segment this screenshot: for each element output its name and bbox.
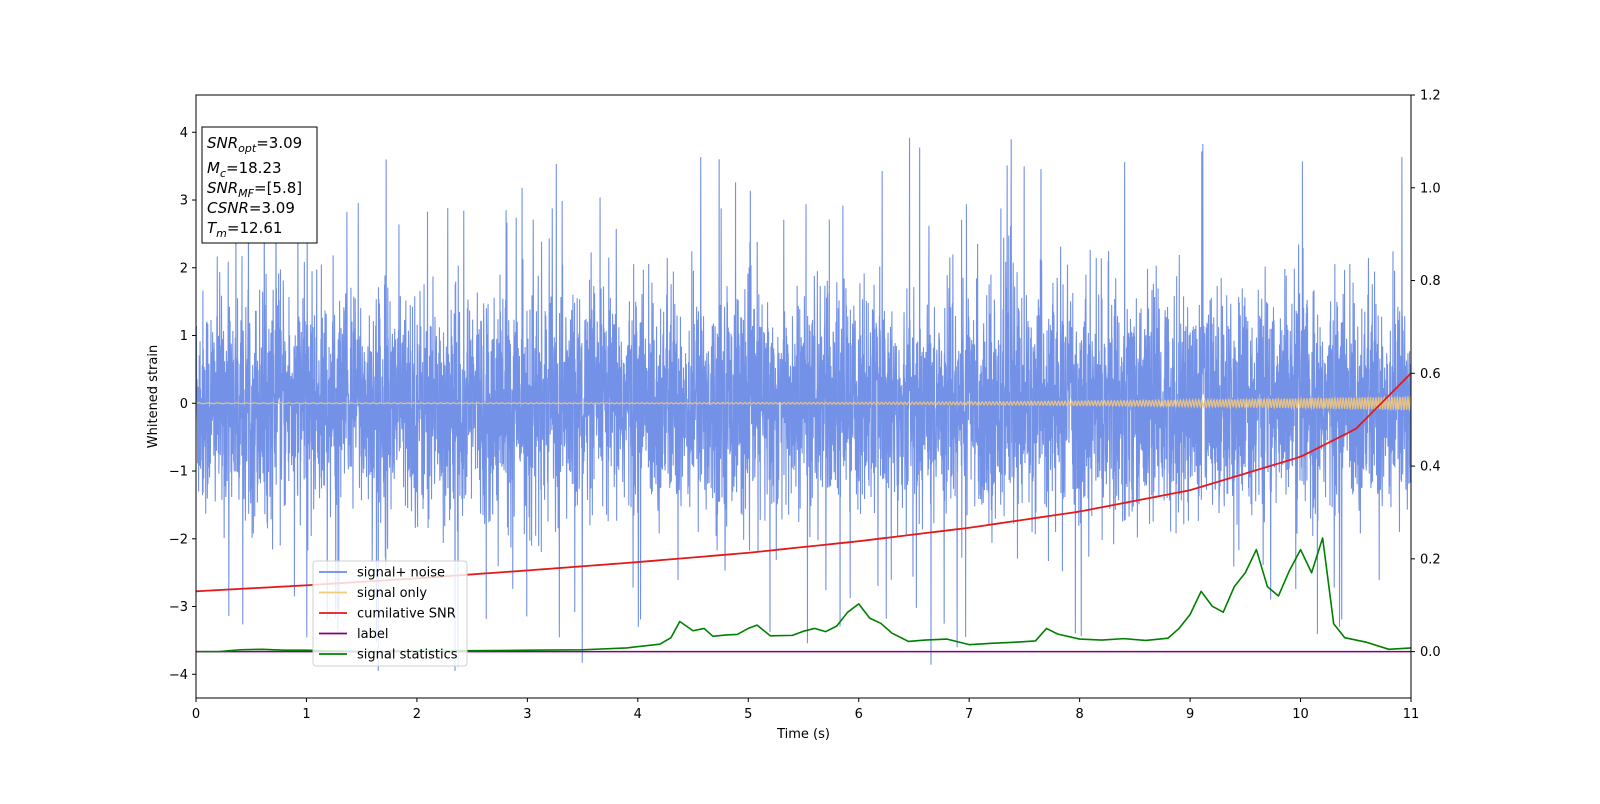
y-left-tick-label: −3 xyxy=(169,600,188,615)
info-line-subscript: m xyxy=(216,227,227,240)
info-line-subscript: MF xyxy=(238,187,254,200)
legend-box xyxy=(312,560,468,667)
y-left-tick-label: −2 xyxy=(169,532,188,547)
info-line: Tm=12.61 xyxy=(207,219,282,240)
x-tick-label: 9 xyxy=(1186,707,1194,722)
y-axis-label: Whitened strain xyxy=(146,345,161,448)
y-left-tick-label: 0 xyxy=(180,397,188,412)
y-right-tick-label: 1.0 xyxy=(1420,181,1441,196)
y-right-tick-label: 0.6 xyxy=(1420,367,1441,382)
info-line: Mc=18.23 xyxy=(207,159,282,180)
x-tick-label: 1 xyxy=(302,707,310,722)
x-tick-label: 5 xyxy=(744,707,752,722)
info-line: SNRMF=[5.8] xyxy=(207,179,302,200)
series-signal-only-line xyxy=(196,395,1411,412)
info-line: CSNR=3.09 xyxy=(207,199,295,217)
legend-entry-label: signal+ noise xyxy=(357,566,445,581)
info-line-value: =12.61 xyxy=(227,219,283,237)
info-line-base: CSNR xyxy=(207,199,249,217)
y-right-tick-label: 0.8 xyxy=(1420,274,1441,289)
info-line-base: M xyxy=(207,159,220,177)
legend-entry-label: cumilative SNR xyxy=(357,607,456,622)
legend-entry-label: signal only xyxy=(357,586,427,601)
x-tick-label: 11 xyxy=(1403,707,1420,722)
info-line-base: SNR xyxy=(207,134,238,152)
info-line-base: SNR xyxy=(207,179,238,197)
info-line-value: =3.09 xyxy=(256,134,302,152)
y-right-tick-label: 0.2 xyxy=(1420,552,1441,567)
y-left-tick-label: −1 xyxy=(169,465,188,480)
info-line-subscript: opt xyxy=(238,142,257,155)
y-left-tick-label: 3 xyxy=(180,194,188,209)
y-left-tick-label: 1 xyxy=(180,329,188,344)
x-tick-label: 8 xyxy=(1075,707,1083,722)
x-tick-label: 10 xyxy=(1292,707,1309,722)
info-line-value: =3.09 xyxy=(249,199,295,217)
y-left-tick-label: −4 xyxy=(169,668,188,683)
plot-frame xyxy=(195,94,1412,699)
x-axis-label: Time (s) xyxy=(776,727,830,742)
x-tick-label: 7 xyxy=(965,707,973,722)
info-line-value: =[5.8] xyxy=(254,179,302,197)
x-tick-label: 0 xyxy=(192,707,200,722)
x-tick-label: 6 xyxy=(855,707,863,722)
legend-entry-label: signal statistics xyxy=(357,648,458,663)
y-right-tick-label: 1.2 xyxy=(1420,89,1441,104)
info-line-value: =18.23 xyxy=(226,159,282,177)
y-left-tick-label: 4 xyxy=(180,126,188,141)
x-tick-label: 3 xyxy=(523,707,531,722)
x-tick-label: 4 xyxy=(634,707,642,722)
info-line-base: T xyxy=(207,219,218,237)
series-signal-statistics-line xyxy=(196,537,1411,653)
y-right-tick-label: 0.4 xyxy=(1420,460,1441,475)
info-box xyxy=(201,126,318,244)
x-tick-label: 2 xyxy=(413,707,421,722)
series-signal-noise-line xyxy=(196,135,1411,671)
info-line: SNRopt=3.09 xyxy=(207,134,302,155)
y-right-tick-label: 0.0 xyxy=(1420,645,1441,660)
legend-entry-label: label xyxy=(357,627,388,642)
info-line-subscript: c xyxy=(220,167,226,180)
y-left-tick-label: 2 xyxy=(180,261,188,276)
